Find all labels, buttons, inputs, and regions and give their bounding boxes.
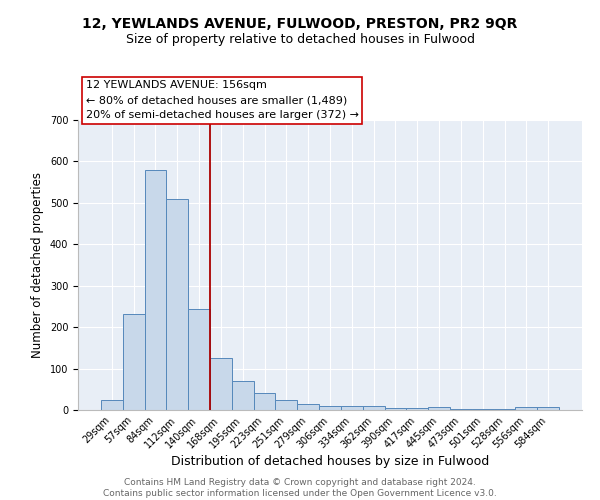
Bar xyxy=(254,394,275,410)
Bar xyxy=(210,358,232,410)
Text: 12 YEWLANDS AVENUE: 156sqm
← 80% of detached houses are smaller (1,489)
20% of s: 12 YEWLANDS AVENUE: 156sqm ← 80% of deta… xyxy=(86,80,359,120)
Bar xyxy=(123,314,145,410)
Bar xyxy=(406,408,428,410)
Bar xyxy=(275,400,297,410)
Bar xyxy=(145,170,166,410)
Text: Contains HM Land Registry data © Crown copyright and database right 2024.
Contai: Contains HM Land Registry data © Crown c… xyxy=(103,478,497,498)
Bar xyxy=(101,400,123,410)
Text: Size of property relative to detached houses in Fulwood: Size of property relative to detached ho… xyxy=(125,32,475,46)
Bar xyxy=(188,308,210,410)
Bar xyxy=(363,406,385,410)
Bar xyxy=(297,404,319,410)
Bar xyxy=(494,409,515,410)
Y-axis label: Number of detached properties: Number of detached properties xyxy=(31,172,44,358)
X-axis label: Distribution of detached houses by size in Fulwood: Distribution of detached houses by size … xyxy=(171,456,489,468)
Bar xyxy=(385,408,406,410)
Bar xyxy=(166,198,188,410)
Bar xyxy=(428,407,450,410)
Bar xyxy=(537,407,559,410)
Bar xyxy=(515,407,537,410)
Bar xyxy=(319,406,341,410)
Bar xyxy=(232,381,254,410)
Bar xyxy=(341,406,363,410)
Text: 12, YEWLANDS AVENUE, FULWOOD, PRESTON, PR2 9QR: 12, YEWLANDS AVENUE, FULWOOD, PRESTON, P… xyxy=(82,18,518,32)
Bar xyxy=(472,409,494,410)
Bar xyxy=(450,409,472,410)
